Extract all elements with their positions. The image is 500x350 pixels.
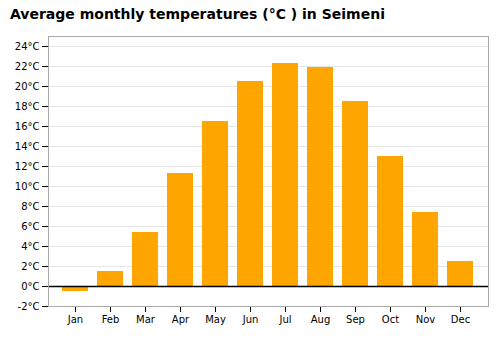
svg-text:6°C: 6°C (21, 221, 39, 232)
svg-text:-2°C: -2°C (18, 301, 40, 312)
svg-text:Mar: Mar (136, 314, 156, 325)
svg-text:Nov: Nov (416, 314, 436, 325)
svg-text:24°C: 24°C (15, 41, 40, 52)
svg-text:2°C: 2°C (21, 261, 39, 272)
svg-text:Feb: Feb (102, 314, 120, 325)
svg-text:16°C: 16°C (15, 121, 40, 132)
svg-text:22°C: 22°C (15, 61, 40, 72)
svg-text:0°C: 0°C (21, 281, 39, 292)
svg-text:Jan: Jan (67, 314, 83, 325)
svg-text:Jun: Jun (242, 314, 259, 325)
svg-text:Sep: Sep (346, 314, 365, 325)
svg-text:14°C: 14°C (15, 141, 40, 152)
html-text:Average monthly temperatures (: Average monthly temperatures (°C ) in Se… (10, 6, 385, 22)
svg-text:8°C: 8°C (21, 201, 39, 212)
svg-text:4°C: 4°C (21, 241, 39, 252)
svg-text:20°C: 20°C (15, 81, 40, 92)
svg-text:Jul: Jul (278, 314, 291, 325)
svg-text:Aug: Aug (311, 314, 331, 325)
svg-text:10°C: 10°C (15, 181, 40, 192)
svg-text:18°C: 18°C (15, 101, 40, 112)
svg-text:Oct: Oct (382, 314, 399, 325)
svg-text:May: May (205, 314, 226, 325)
svg-text:Dec: Dec (451, 314, 470, 325)
svg-text:Apr: Apr (172, 314, 190, 325)
svg-text:12°C: 12°C (15, 161, 40, 172)
